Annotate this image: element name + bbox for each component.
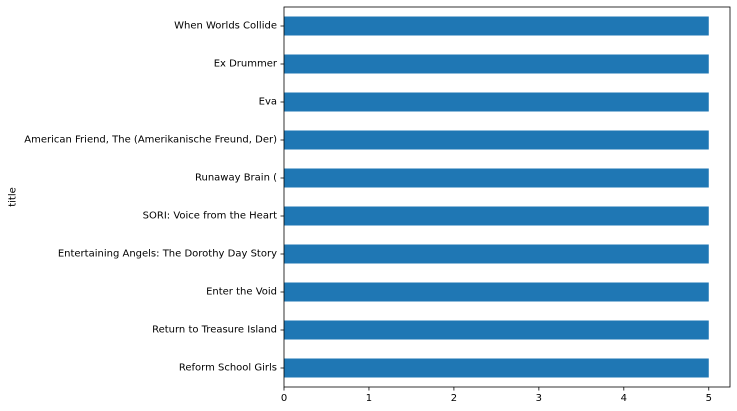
x-ticks: 0 1 2 3 4 5 (281, 387, 712, 404)
y-tick-label: Runaway Brain ( (195, 173, 277, 184)
y-tick-label: When Worlds Collide (174, 21, 277, 32)
y-tick-label: Eva (259, 97, 277, 108)
plot-frame (283, 6, 731, 388)
bars-layer (284, 16, 709, 378)
y-tick-labels: When Worlds Collide Ex Drummer Eva American… (24, 21, 284, 374)
y-tick-label: Reform School Girls (179, 363, 277, 374)
bar (284, 54, 709, 74)
x-tick-label: 1 (366, 393, 372, 404)
bar (284, 130, 709, 150)
y-tick-label: Enter the Void (206, 287, 277, 298)
y-tick-label: Entertaining Angels: The Dorothy Day Sto… (58, 249, 277, 260)
x-tick-label: 5 (706, 393, 712, 404)
y-tick-label: Ex Drummer (214, 59, 278, 70)
bar (284, 92, 709, 112)
bar (284, 358, 709, 378)
bar (284, 16, 709, 36)
y-tick-label: SORI: Voice from the Heart (143, 211, 277, 222)
x-tick-label: 2 (451, 393, 457, 404)
bar (284, 206, 709, 226)
bar (284, 168, 709, 188)
x-tick-label: 4 (621, 393, 627, 404)
x-tick-label: 3 (536, 393, 542, 404)
bar (284, 244, 709, 264)
bar (284, 320, 709, 340)
bar (284, 282, 709, 302)
x-tick-label: 0 (281, 393, 287, 404)
y-tick-label: American Friend, The (Amerikanische Freu… (24, 135, 277, 146)
y-axis-label: title (8, 187, 19, 207)
y-tick-label: Return to Treasure Island (152, 325, 277, 336)
